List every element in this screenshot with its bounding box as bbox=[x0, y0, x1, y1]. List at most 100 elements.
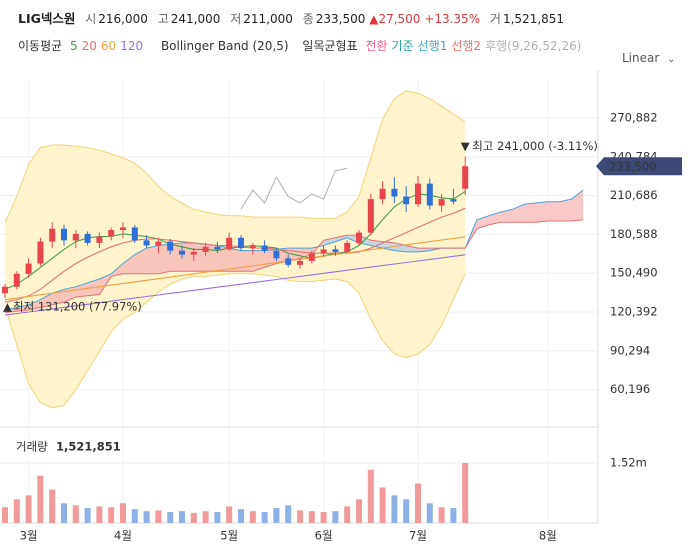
candle-body bbox=[285, 258, 292, 265]
cloud-fill bbox=[547, 201, 560, 222]
candle-body bbox=[108, 230, 115, 237]
y-tick-label: 1.52m bbox=[610, 456, 647, 470]
candle-body bbox=[367, 199, 374, 233]
scale-selector[interactable]: Linear ⌄ bbox=[622, 51, 676, 65]
candle-body bbox=[438, 199, 445, 206]
price-tag bbox=[596, 157, 682, 176]
cloud-fill bbox=[524, 202, 536, 223]
candle-body bbox=[332, 249, 339, 252]
volume-bar bbox=[450, 508, 457, 523]
value: 216,000 bbox=[98, 12, 148, 26]
volume-bar bbox=[438, 507, 445, 523]
legend-entry: 전환 bbox=[365, 39, 388, 53]
volume-bar bbox=[49, 489, 56, 523]
ma-line bbox=[4, 254, 466, 316]
legend-title: 일목균형표 bbox=[302, 39, 358, 53]
volume-bar bbox=[13, 499, 20, 523]
cloud-fill bbox=[229, 248, 241, 272]
volume-bar bbox=[108, 507, 115, 523]
volume-bar bbox=[84, 508, 91, 523]
candle-body bbox=[249, 245, 256, 249]
candle-body bbox=[226, 237, 233, 250]
volume-bar bbox=[356, 499, 362, 523]
volume-bar bbox=[179, 511, 185, 523]
volume-bar bbox=[143, 511, 150, 523]
cloud-fill bbox=[28, 299, 41, 310]
cloud-fill bbox=[406, 245, 418, 252]
cloud-fill bbox=[111, 263, 123, 277]
legend-entry: 기준 bbox=[391, 39, 414, 53]
volume-bar bbox=[214, 511, 221, 523]
volume-bar bbox=[226, 506, 233, 523]
label: 종 bbox=[302, 12, 314, 26]
volume-bar bbox=[462, 463, 469, 523]
cloud-fill bbox=[536, 201, 548, 223]
marker: ▼ bbox=[461, 139, 470, 153]
price-tag-label: 233,500 bbox=[609, 160, 657, 174]
volume-bar bbox=[61, 503, 67, 523]
candle-body bbox=[344, 242, 351, 252]
y-tick-label: 150,490 bbox=[610, 266, 658, 280]
volume-bar bbox=[367, 469, 374, 523]
legend-entry: 후행(9,26,52,26) bbox=[485, 39, 582, 53]
candle-body bbox=[131, 227, 138, 241]
annotation: 최고 241,000 (-3.11%) bbox=[472, 139, 598, 153]
volume-bar bbox=[131, 509, 138, 523]
volume-value: 1,521,851 bbox=[56, 440, 121, 454]
cloud-fill bbox=[300, 248, 312, 259]
y-tick-label: 180,588 bbox=[610, 227, 658, 241]
candle-body bbox=[356, 232, 362, 243]
candle-body bbox=[61, 228, 67, 241]
candle-body bbox=[37, 241, 44, 264]
ma-line bbox=[4, 190, 466, 290]
legend-entry: 선행2 bbox=[451, 39, 482, 53]
candle-body bbox=[190, 251, 197, 255]
volume-bar bbox=[2, 507, 8, 523]
volume-bar bbox=[202, 511, 209, 523]
candle-body bbox=[238, 237, 244, 249]
volume-bar bbox=[344, 506, 351, 523]
scale-label[interactable]: Linear bbox=[622, 51, 660, 65]
annotation: 최저 131,200 (77.97%) bbox=[13, 300, 142, 314]
cloud-fill bbox=[512, 204, 525, 223]
volume-bar bbox=[297, 510, 303, 523]
volume-bar bbox=[72, 505, 79, 523]
volume-bar bbox=[308, 511, 315, 523]
ichimoku-line bbox=[4, 189, 584, 311]
candle-body bbox=[297, 260, 303, 265]
cloud-fill bbox=[418, 248, 430, 252]
volume-bar bbox=[96, 506, 103, 523]
volume-bar bbox=[238, 509, 244, 523]
volume-bar bbox=[190, 512, 197, 523]
value: 1,521,851 bbox=[502, 12, 565, 26]
candle-body bbox=[13, 273, 20, 287]
label: 시 bbox=[85, 12, 97, 26]
volume-bar bbox=[320, 511, 327, 523]
candle-body bbox=[143, 240, 150, 246]
volume-bar bbox=[120, 503, 126, 523]
marker: ▲ bbox=[3, 300, 12, 314]
candle-body bbox=[72, 233, 79, 241]
candle-body bbox=[320, 249, 327, 254]
y-tick-label: 270,882 bbox=[610, 111, 658, 125]
x-tick-label: 6월 bbox=[315, 529, 333, 543]
ma-line bbox=[4, 207, 466, 303]
x-tick-label: 5월 bbox=[220, 529, 238, 543]
candle-body bbox=[415, 183, 421, 205]
volume-bar bbox=[155, 510, 162, 523]
candle-body bbox=[403, 196, 410, 205]
quote-header: LIG넥스원 시 216,000 고 241,000 저 211,000 종 233,5… bbox=[18, 8, 564, 27]
candle-body bbox=[25, 263, 32, 274]
volume-bar bbox=[273, 508, 280, 523]
value: 233,500 bbox=[315, 12, 366, 26]
candle-body bbox=[273, 250, 280, 259]
legend-entry: 120 bbox=[120, 39, 144, 53]
value: 211,000 bbox=[243, 12, 293, 26]
cloud-fill bbox=[134, 248, 147, 274]
candle-body bbox=[96, 236, 103, 243]
legend-title: 이동평균 bbox=[18, 39, 63, 53]
cloud-fill bbox=[146, 245, 159, 274]
cloud-fill bbox=[217, 245, 230, 272]
chevron[interactable]: ⌄ bbox=[667, 54, 676, 65]
volume-title: 거래량 bbox=[16, 440, 48, 454]
